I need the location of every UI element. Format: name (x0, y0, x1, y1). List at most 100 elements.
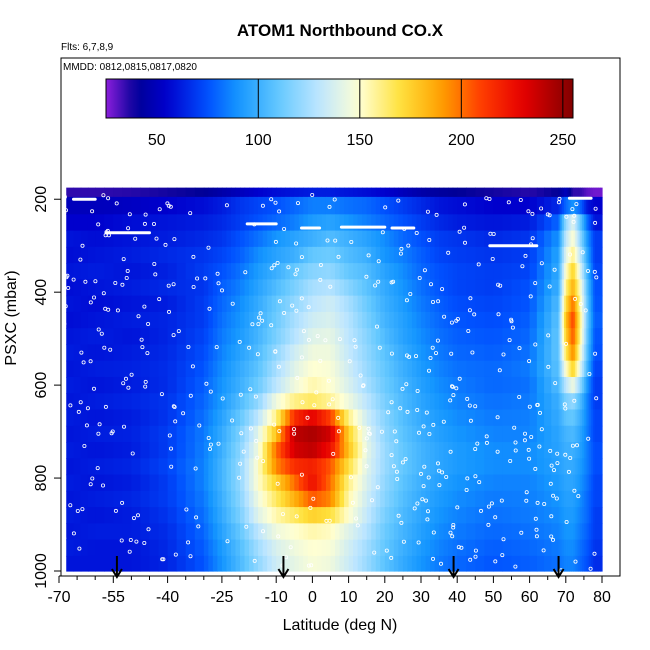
colorbar-tick-label: 250 (549, 132, 576, 149)
heatmap-cell (235, 442, 241, 459)
heatmap-cell (113, 376, 123, 394)
heatmap-cell (594, 458, 598, 476)
heatmap-cell (194, 246, 205, 264)
heatmap-cell (475, 311, 485, 329)
observation-point (513, 440, 518, 445)
heatmap-cell (362, 214, 368, 232)
heatmap-cell (439, 507, 445, 524)
heatmap-cell (280, 295, 286, 313)
heatmap-cell (576, 393, 580, 411)
heatmap-cell (185, 328, 196, 346)
heatmap-cell (258, 393, 264, 411)
heatmap-cell (258, 507, 264, 524)
heatmap-cell (573, 376, 576, 394)
heatmap-cell (560, 263, 563, 280)
heatmap-cell (149, 507, 160, 524)
heatmap-cell (589, 311, 592, 329)
observation-point (127, 212, 132, 217)
heatmap-cell (285, 458, 291, 476)
observation-point (496, 312, 501, 317)
heatmap-cell (571, 490, 574, 508)
observation-point (256, 315, 261, 320)
heatmap-cell (113, 187, 123, 198)
heatmap-cell (303, 360, 309, 378)
heatmap-cell (430, 279, 436, 297)
heatmap-cell (348, 442, 354, 459)
heatmap-cell (249, 490, 255, 508)
heatmap-cell (452, 360, 458, 378)
heatmap-cell (307, 263, 313, 280)
heatmap-cell (362, 442, 368, 459)
heatmap-cell (562, 425, 565, 443)
observation-point (529, 434, 534, 439)
heatmap-cell (592, 187, 596, 198)
heatmap-cell (502, 555, 513, 572)
heatmap-cell (580, 328, 583, 346)
observation-point (437, 483, 442, 488)
observation-point (478, 508, 483, 513)
heatmap-cell (316, 230, 323, 248)
heatmap-cell (421, 507, 427, 524)
heatmap-cell (330, 425, 336, 443)
heatmap-cell (267, 376, 273, 394)
heatmap-cell (371, 474, 377, 492)
heatmap-cell (573, 409, 576, 427)
heatmap-cell (452, 328, 458, 346)
heatmap-cell (591, 474, 594, 492)
heatmap-cell (457, 230, 467, 248)
observation-point (168, 446, 173, 451)
heatmap-cell (262, 246, 268, 264)
heatmap-cell (122, 490, 132, 508)
heatmap-cell (362, 539, 368, 557)
heatmap-cell (221, 246, 228, 264)
heatmap-cell (448, 246, 454, 264)
heatmap-cell (565, 344, 569, 362)
heatmap-cell (289, 490, 295, 508)
heatmap-cell (565, 442, 569, 459)
heatmap-cell (443, 344, 449, 362)
x-tick-label: 0 (308, 589, 317, 606)
heatmap-cell (321, 409, 327, 427)
heatmap-cell (348, 539, 354, 557)
heatmap-cell (294, 246, 300, 264)
heatmap-cell (176, 474, 187, 492)
heatmap-cell (149, 442, 160, 459)
heatmap-cell (502, 458, 513, 476)
heatmap-cell (563, 263, 567, 280)
heatmap-cell (80, 490, 89, 508)
heatmap-cell (484, 393, 494, 411)
heatmap-cell (249, 474, 255, 492)
heatmap-cell (271, 311, 277, 329)
heatmap-cell (582, 360, 585, 378)
heatmap-cell (582, 279, 585, 297)
observation-point (566, 469, 571, 474)
heatmap-cell (589, 263, 592, 280)
heatmap-cell (466, 246, 476, 264)
observation-point (473, 404, 478, 409)
heatmap-cell (131, 555, 142, 572)
heatmap-cell (203, 360, 209, 378)
heatmap-cell (212, 555, 218, 572)
heatmap-cell (558, 230, 561, 248)
heatmap-cell (217, 344, 223, 362)
heatmap-cell (398, 425, 404, 443)
heatmap-cell (312, 328, 318, 346)
heatmap-cell (375, 328, 381, 346)
heatmap-cell (230, 246, 237, 264)
heatmap-cell (596, 523, 599, 541)
heatmap-cell (511, 425, 522, 443)
heatmap-cell (335, 393, 341, 411)
heatmap-cell (551, 458, 560, 476)
heatmap-cell (230, 442, 237, 459)
heatmap-cell (217, 425, 223, 443)
heatmap-cell (578, 507, 581, 524)
heatmap-cell (563, 442, 567, 459)
heatmap-cell (562, 360, 565, 378)
heatmap-cell (434, 196, 440, 215)
heatmap-cell (203, 555, 209, 572)
observation-point (421, 424, 426, 429)
observation-point (188, 211, 193, 216)
heatmap-cell (330, 539, 336, 557)
heatmap-cell (520, 507, 531, 524)
heatmap-cell (307, 393, 313, 411)
